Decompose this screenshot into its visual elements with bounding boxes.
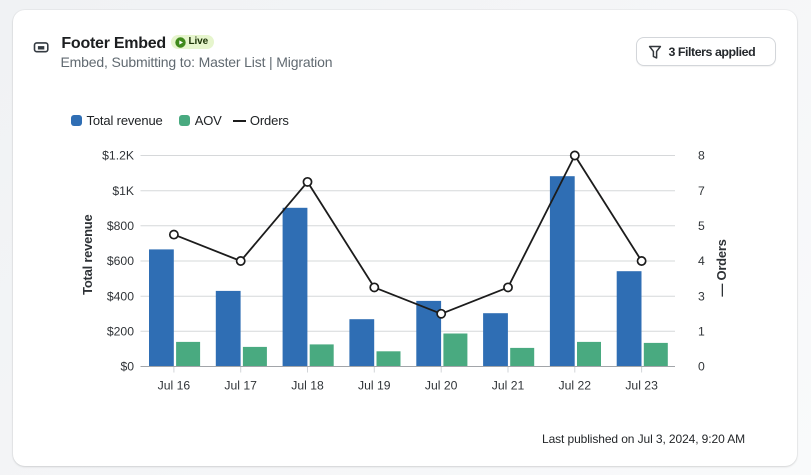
svg-text:5: 5 (698, 219, 705, 233)
svg-text:1: 1 (698, 325, 705, 339)
svg-text:— Orders: — Orders (714, 239, 729, 296)
svg-text:$200: $200 (107, 325, 134, 339)
svg-text:Jul 17: Jul 17 (224, 379, 257, 393)
svg-text:3: 3 (698, 289, 705, 303)
svg-text:$600: $600 (107, 254, 134, 268)
svg-text:Jul 22: Jul 22 (559, 379, 592, 393)
svg-text:Jul 23: Jul 23 (625, 379, 658, 393)
svg-text:8: 8 (698, 149, 705, 163)
svg-text:Jul 19: Jul 19 (358, 379, 391, 393)
svg-text:7: 7 (698, 184, 705, 198)
svg-text:Jul 21: Jul 21 (492, 379, 525, 393)
svg-text:$0: $0 (120, 360, 134, 374)
svg-text:$400: $400 (107, 289, 134, 303)
svg-text:0: 0 (698, 360, 705, 374)
svg-text:Jul 20: Jul 20 (425, 379, 458, 393)
svg-text:Total revenue: Total revenue (80, 215, 95, 295)
svg-text:4: 4 (698, 254, 705, 268)
svg-text:$1K: $1K (112, 184, 134, 198)
svg-text:Jul 18: Jul 18 (291, 379, 324, 393)
svg-text:Jul 16: Jul 16 (158, 379, 191, 393)
svg-text:$800: $800 (107, 219, 134, 233)
svg-text:$1.2K: $1.2K (102, 149, 134, 163)
